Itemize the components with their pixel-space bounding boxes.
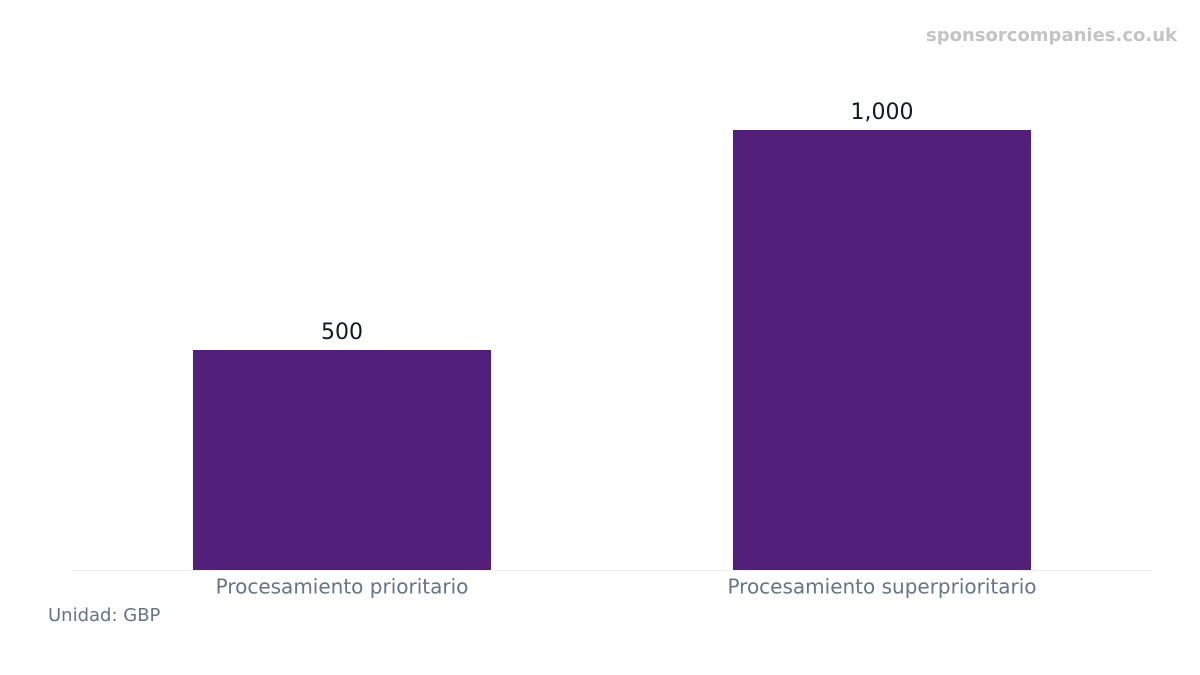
watermark: sponsorcompanies.co.uk — [926, 25, 1178, 46]
value-label: 1,000 — [851, 100, 914, 125]
bar — [192, 350, 492, 570]
x-tick-label: Procesamiento superprioritario — [727, 575, 1036, 599]
x-tick-label: Procesamiento prioritario — [216, 575, 469, 599]
unit-note: Unidad: GBP — [48, 605, 161, 626]
bar — [732, 130, 1032, 570]
value-label: 500 — [321, 320, 363, 345]
